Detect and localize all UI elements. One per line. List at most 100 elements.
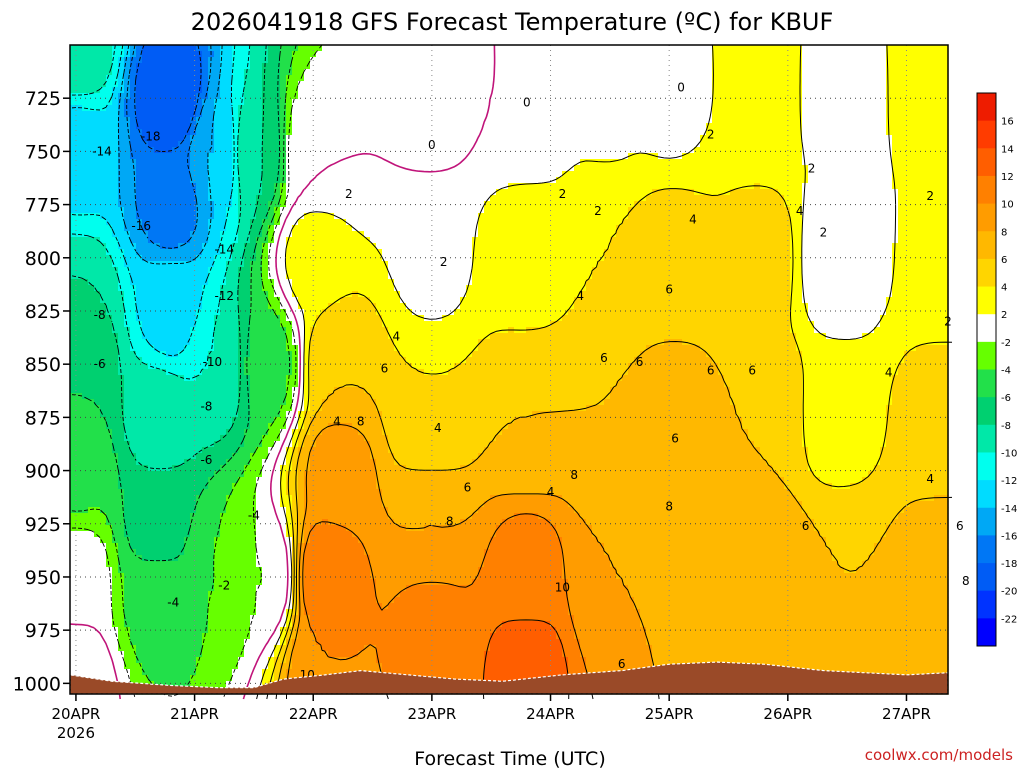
- field-cell: [250, 231, 257, 238]
- field-cell: [334, 69, 341, 76]
- field-cell: [706, 207, 713, 214]
- field-cell: [736, 237, 743, 244]
- field-cell: [340, 69, 347, 76]
- field-cell: [718, 141, 725, 148]
- field-cell: [220, 123, 227, 130]
- field-cell: [808, 177, 815, 184]
- field-cell: [544, 69, 551, 76]
- field-cell: [472, 69, 479, 76]
- field-cell: [880, 225, 887, 232]
- field-cell: [580, 45, 587, 52]
- field-cell: [898, 165, 905, 172]
- field-cell: [400, 237, 407, 244]
- field-cell: [454, 81, 461, 88]
- field-cell: [550, 123, 557, 130]
- field-cell: [76, 177, 83, 184]
- field-cell: [148, 207, 155, 214]
- field-cell: [730, 93, 737, 100]
- field-cell: [838, 189, 845, 196]
- field-cell: [346, 123, 353, 130]
- field-cell: [568, 213, 575, 220]
- field-cell: [766, 165, 773, 172]
- field-cell: [562, 165, 569, 172]
- field-cell: [490, 201, 497, 208]
- field-cell: [748, 225, 755, 232]
- field-cell: [568, 177, 575, 184]
- field-cell: [796, 207, 803, 214]
- field-cell: [310, 105, 317, 112]
- field-cell: [178, 75, 185, 82]
- field-cell: [694, 99, 701, 106]
- field-cell: [364, 165, 371, 172]
- field-cell: [886, 225, 893, 232]
- field-cell: [772, 129, 779, 136]
- field-cell: [178, 147, 185, 154]
- field-cell: [724, 195, 731, 202]
- field-cell: [346, 75, 353, 82]
- field-cell: [172, 141, 179, 148]
- field-cell: [628, 81, 635, 88]
- field-cell: [628, 177, 635, 184]
- field-cell: [562, 57, 569, 64]
- field-cell: [370, 81, 377, 88]
- field-cell: [676, 45, 683, 52]
- field-cell: [268, 195, 275, 202]
- field-cell: [814, 45, 821, 52]
- field-cell: [424, 213, 431, 220]
- field-cell: [298, 129, 305, 136]
- field-cell: [532, 81, 539, 88]
- field-cell: [892, 123, 899, 130]
- field-cell: [790, 135, 797, 142]
- field-cell: [352, 69, 359, 76]
- field-cell: [544, 207, 551, 214]
- field-cell: [796, 147, 803, 154]
- field-cell: [316, 57, 323, 64]
- field-cell: [310, 93, 317, 100]
- field-cell: [712, 99, 719, 106]
- field-cell: [880, 153, 887, 160]
- field-cell: [874, 195, 881, 202]
- field-cell: [580, 123, 587, 130]
- field-cell: [724, 117, 731, 124]
- field-cell: [184, 207, 191, 214]
- field-cell: [934, 87, 941, 94]
- field-cell: [304, 243, 311, 250]
- field-cell: [136, 51, 143, 58]
- field-cell: [538, 183, 545, 190]
- field-cell: [304, 57, 311, 64]
- field-cell: [910, 135, 917, 142]
- field-cell: [178, 69, 185, 76]
- field-cell: [88, 99, 95, 106]
- field-cell: [820, 57, 827, 64]
- field-cell: [496, 165, 503, 172]
- field-cell: [508, 51, 515, 58]
- field-cell: [760, 99, 767, 106]
- field-cell: [574, 129, 581, 136]
- field-cell: [904, 201, 911, 208]
- field-cell: [664, 225, 671, 232]
- field-cell: [238, 243, 245, 250]
- field-cell: [748, 219, 755, 226]
- field-cell: [784, 111, 791, 118]
- field-cell: [196, 147, 203, 154]
- field-cell: [112, 243, 119, 250]
- field-cell: [496, 99, 503, 106]
- field-cell: [712, 243, 719, 250]
- field-cell: [430, 105, 437, 112]
- field-cell: [256, 147, 263, 154]
- field-cell: [154, 87, 161, 94]
- field-cell: [760, 219, 767, 226]
- field-cell: [586, 201, 593, 208]
- field-cell: [532, 159, 539, 166]
- field-cell: [334, 147, 341, 154]
- field-cell: [814, 63, 821, 70]
- field-cell: [736, 87, 743, 94]
- field-cell: [640, 75, 647, 82]
- field-cell: [916, 117, 923, 124]
- field-cell: [226, 231, 233, 238]
- field-cell: [652, 225, 659, 232]
- field-cell: [616, 99, 623, 106]
- field-cell: [412, 117, 419, 124]
- field-cell: [808, 81, 815, 88]
- field-cell: [352, 105, 359, 112]
